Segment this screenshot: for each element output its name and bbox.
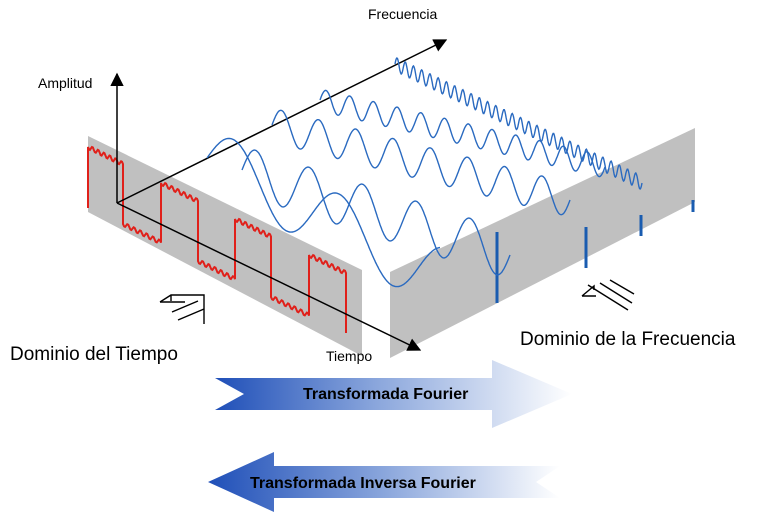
inverse-transform-label: Transformada Inversa Fourier bbox=[250, 475, 476, 492]
spectrum-lines bbox=[495, 200, 695, 303]
frequency-axis bbox=[116, 39, 448, 204]
forward-transform-arrow bbox=[215, 360, 572, 428]
double-arrow-viewpoint-icon bbox=[581, 279, 635, 311]
sine-components bbox=[206, 56, 643, 288]
sine-component-3 bbox=[271, 109, 571, 216]
frequency-domain-label: Dominio de la Frecuencia bbox=[520, 329, 736, 350]
time-axis bbox=[116, 202, 422, 351]
frequency-axis-label: Frecuencia bbox=[368, 6, 437, 22]
double-arrow-viewpoint-icon bbox=[159, 294, 205, 324]
amplitude-axis-label: Amplitud bbox=[38, 75, 92, 91]
sine-component-2 bbox=[241, 149, 511, 276]
sine-component-5 bbox=[394, 56, 643, 191]
frequency-domain-panel bbox=[390, 128, 695, 358]
forward-transform-label: Transformada Fourier bbox=[303, 386, 468, 403]
time-axis-label: Tiempo bbox=[326, 348, 372, 364]
sine-component-4 bbox=[319, 89, 606, 178]
time-domain-label: Dominio del Tiempo bbox=[10, 344, 178, 365]
inverse-transform-arrow bbox=[208, 452, 560, 512]
square-wave bbox=[87, 145, 347, 333]
time-domain-panel bbox=[88, 136, 362, 356]
